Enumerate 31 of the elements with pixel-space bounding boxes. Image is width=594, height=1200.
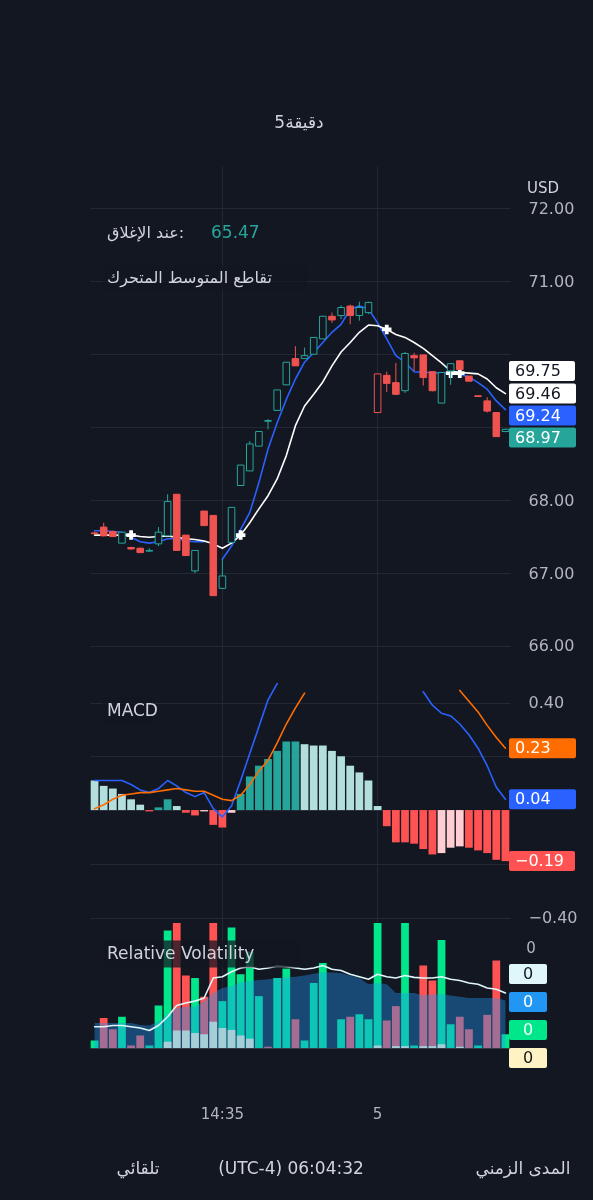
text: (UTC-4) 06:04:32	[218, 1158, 364, 1178]
text: MACD	[107, 700, 158, 720]
text: USD	[527, 179, 560, 197]
text: تقاطع المتوسط المتحرك	[107, 268, 272, 288]
x-tick-label: 14:35	[200, 1104, 245, 1123]
y-tick-label: 67.00	[528, 563, 575, 583]
text: 0	[522, 1020, 534, 1039]
annotation: 65.47	[211, 222, 260, 242]
data-label: 0.04	[515, 789, 551, 809]
text: 0	[526, 939, 536, 957]
data-label: 69.46	[515, 383, 561, 403]
y-tick-label: −0.40	[528, 908, 578, 928]
annotation: عند الإغلاق:	[107, 223, 185, 242]
y-tick-label: 66.00	[528, 636, 575, 656]
y-tick-label: 68.00	[528, 490, 575, 510]
x-tick-label: 5	[372, 1104, 383, 1123]
y-tick-label: 0.40	[528, 693, 565, 713]
text: 0	[522, 964, 534, 983]
text: 0	[522, 992, 534, 1011]
text: 0	[522, 1048, 534, 1067]
text: 5دقيقة	[274, 112, 324, 132]
data-label: 0.23	[515, 738, 551, 758]
text: المدى الزمني	[475, 1158, 571, 1179]
data-label: 69.24	[515, 405, 561, 425]
y-tick-label: 71.00	[528, 271, 575, 291]
text: 69.75	[515, 361, 561, 380]
text: 68.97	[515, 427, 561, 447]
text: −0.19	[515, 851, 565, 870]
y-tick-label: 72.00	[528, 198, 575, 218]
text: Relative Volatility	[107, 943, 255, 963]
text: تلقائي	[116, 1158, 160, 1179]
